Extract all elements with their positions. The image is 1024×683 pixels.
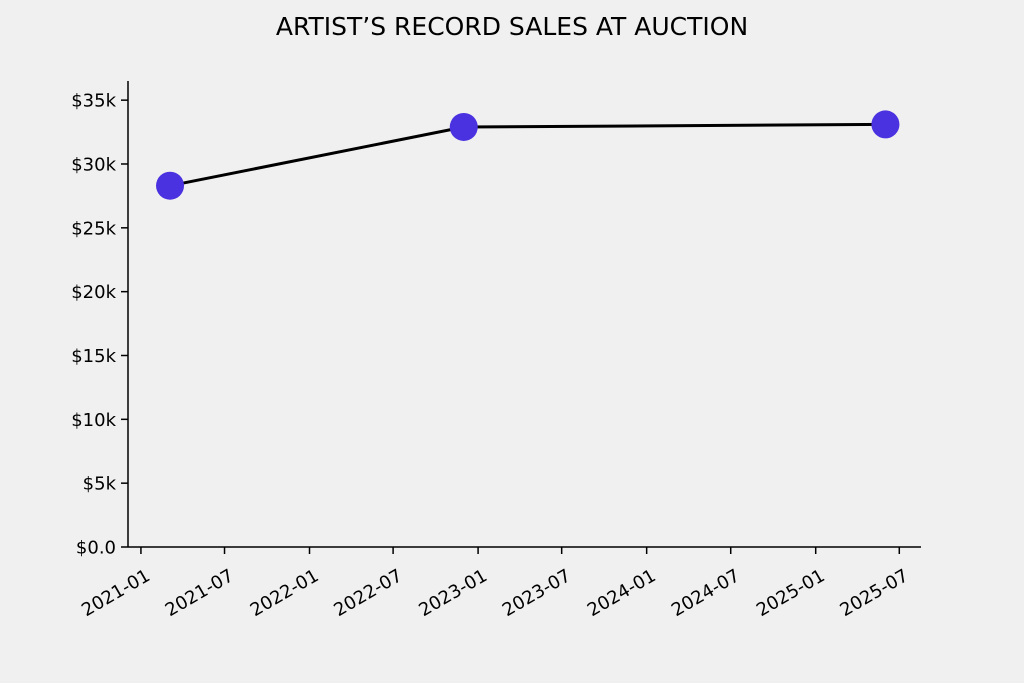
x-tick-label: 2024-01 xyxy=(584,565,660,621)
x-axis-ticks: 2021-01 2021-07 2022-01 2022-07 2023-01 2023-… xyxy=(78,547,912,621)
x-tick-label: 2023-01 xyxy=(415,565,491,621)
y-tick-label: $25k xyxy=(71,218,116,239)
x-tick-label: 2021-07 xyxy=(162,565,238,621)
data-series xyxy=(156,110,900,200)
data-point xyxy=(449,112,478,141)
y-tick-label: $0.0 xyxy=(76,538,116,559)
x-tick-label: 2025-01 xyxy=(753,565,829,621)
y-tick-label: $10k xyxy=(71,410,116,431)
y-tick-label: $35k xyxy=(71,91,116,112)
y-tick-label: $5k xyxy=(83,474,117,495)
y-tick-label: $20k xyxy=(71,282,116,303)
x-tick-label: 2022-07 xyxy=(330,565,406,621)
data-point xyxy=(871,110,900,139)
series-line xyxy=(169,122,886,188)
y-tick-label: $30k xyxy=(71,154,116,175)
x-tick-label: 2025-07 xyxy=(837,565,913,621)
x-tick-label: 2022-01 xyxy=(247,565,323,621)
data-point xyxy=(156,171,185,200)
y-axis-ticks: $0.0 $5k $10k $15k $20k $25k $30k $35k xyxy=(71,91,128,559)
y-tick-label: $15k xyxy=(71,346,116,367)
x-tick-label: 2024-07 xyxy=(668,565,744,621)
chart-title: ARTIST’S RECORD SALES AT AUCTION xyxy=(276,12,748,41)
x-tick-label: 2021-01 xyxy=(78,565,154,621)
x-tick-label: 2023-07 xyxy=(499,565,575,621)
